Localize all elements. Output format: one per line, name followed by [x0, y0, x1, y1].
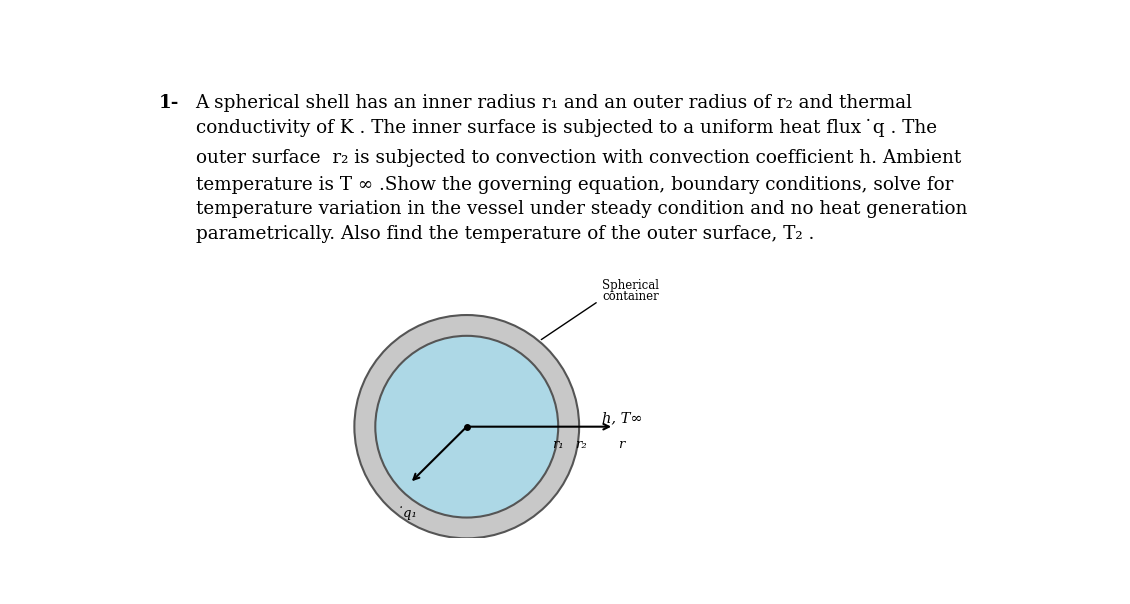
- Circle shape: [375, 336, 558, 518]
- Text: outer surface  r₂ is subjected to convection with convection coefficient h. Ambi: outer surface r₂ is subjected to convect…: [195, 149, 961, 167]
- Text: temperature is T ∞ .Show the governing equation, boundary conditions, solve for: temperature is T ∞ .Show the governing e…: [195, 176, 953, 194]
- Text: r: r: [618, 439, 624, 451]
- Text: parametrically. Also find the temperature of the outer surface, T₂ .: parametrically. Also find the temperatur…: [195, 225, 814, 243]
- Text: A spherical shell has an inner radius r₁ and an outer radius of r₂ and thermal: A spherical shell has an inner radius r₁…: [195, 94, 913, 112]
- Text: conductivity of K . The inner surface is subjected to a uniform heat flux  ̇q . : conductivity of K . The inner surface is…: [195, 118, 937, 137]
- Text: h, T∞: h, T∞: [602, 411, 643, 425]
- Text: 1-: 1-: [158, 94, 179, 112]
- Text: temperature variation in the vessel under steady condition and no heat generatio: temperature variation in the vessel unde…: [195, 201, 967, 218]
- Text: r₁: r₁: [551, 439, 564, 451]
- Circle shape: [355, 315, 579, 538]
- Text: container: container: [602, 290, 659, 303]
- Text: r₂: r₂: [575, 439, 586, 451]
- Text: ̇q₁: ̇q₁: [403, 506, 417, 520]
- Text: Spherical: Spherical: [602, 279, 660, 292]
